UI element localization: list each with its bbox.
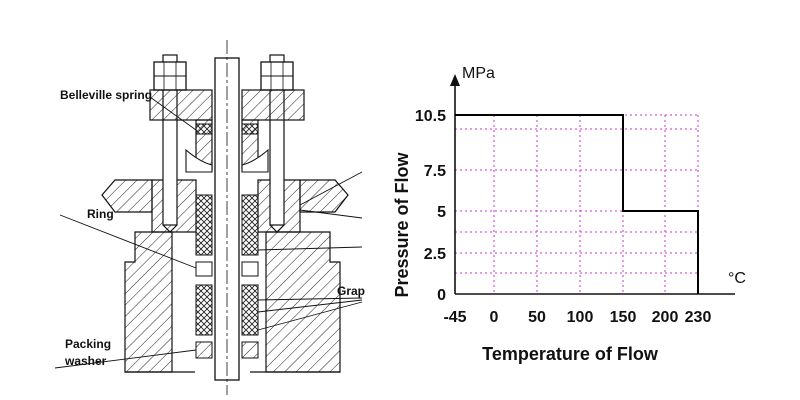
pressure-step-line	[455, 114, 699, 294]
chart-axes	[450, 74, 735, 295]
chart-tick-labels: -45 0 50 100 150 200 230 0 2.5 5 7.5 10.5	[415, 108, 712, 326]
valve-section-drawing: Belleville spring Ring Grap Packing wash…	[54, 40, 365, 395]
pressure-temperature-chart: -45 0 50 100 150 200 230 0 2.5 5 7.5 10.5 MPa °C Te…	[392, 65, 746, 364]
x-tick-label: 230	[685, 309, 712, 326]
x-axis-title: Temperature of Flow	[482, 344, 659, 364]
y-axis-arrow	[450, 74, 460, 86]
y-tick-label: 0	[437, 287, 446, 304]
label-ring: Ring	[87, 207, 114, 221]
label-graphite: Grap	[337, 284, 365, 298]
x-unit-label: °C	[728, 270, 746, 287]
x-tick-label: 200	[652, 309, 679, 326]
label-packing-line2: washer	[64, 354, 107, 368]
y-axis-title: Pressure of Flow	[392, 151, 412, 297]
packing-ring-stack	[195, 194, 259, 359]
x-tick-label: 50	[528, 309, 546, 326]
valve-body	[124, 231, 341, 373]
belleville-spring-stack	[195, 123, 259, 135]
gland-follower	[185, 148, 269, 173]
label-belleville-spring: Belleville spring	[60, 88, 152, 102]
y-tick-label: 10.5	[415, 108, 446, 125]
x-tick-label: -45	[443, 309, 466, 326]
y-tick-label: 7.5	[424, 163, 446, 180]
y-unit-label: MPa	[462, 65, 495, 82]
gland-flange	[149, 89, 305, 171]
x-tick-label: 150	[610, 309, 637, 326]
x-tick-label: 0	[490, 309, 499, 326]
leader-lines	[54, 96, 363, 369]
valve-stem	[214, 40, 240, 395]
chart-grid	[455, 114, 699, 294]
label-packing-line1: Packing	[65, 337, 111, 351]
x-tick-label: 100	[567, 309, 594, 326]
y-tick-label: 2.5	[424, 246, 446, 263]
chart-series	[455, 114, 699, 294]
y-tick-label: 5	[437, 204, 446, 221]
